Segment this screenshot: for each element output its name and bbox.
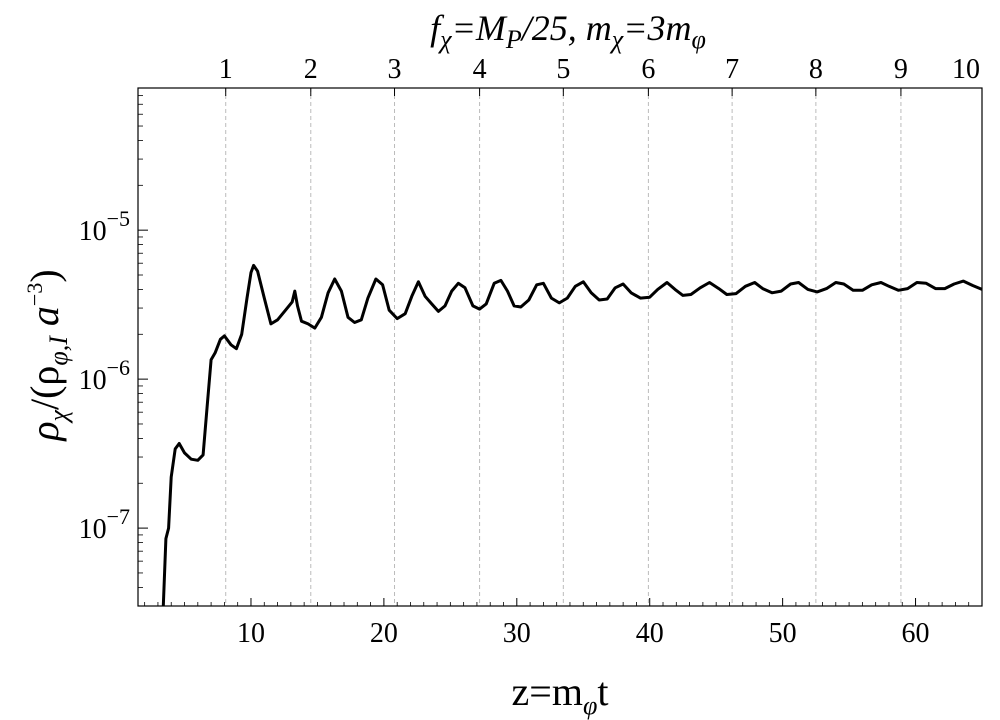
x-tick-label: 60 xyxy=(902,618,930,649)
top-tick-label: 4 xyxy=(473,54,487,85)
top-tick-label: 9 xyxy=(894,54,908,85)
top-tick-label: 3 xyxy=(388,54,402,85)
top-tick-label: 8 xyxy=(809,54,823,85)
y-tick-label: 10−7 xyxy=(79,504,130,545)
x-axis-ticks: 10 20 30 40 50 60 xyxy=(144,598,983,649)
top-axis-ticks: 1 2 3 4 5 6 7 8 9 10 xyxy=(219,54,983,96)
x-tick-label: 20 xyxy=(370,618,398,649)
x-tick-label: 10 xyxy=(237,618,265,649)
plot-frame xyxy=(137,87,983,607)
top-tick-label: 5 xyxy=(556,54,570,85)
x-tick-label: 30 xyxy=(503,618,531,649)
x-tick-label: 50 xyxy=(769,618,797,649)
top-tick-label: 6 xyxy=(641,54,655,85)
x-tick-label: 40 xyxy=(636,618,664,649)
top-axis-gridlines xyxy=(225,88,902,606)
y-axis-ticks: 10−7 10−6 10−5 xyxy=(79,87,148,607)
y-tick-label: 10−5 xyxy=(79,206,130,247)
top-tick-label: 10 xyxy=(952,54,980,85)
series-line xyxy=(161,263,983,607)
top-tick-label: 1 xyxy=(219,54,233,85)
top-tick-label: 2 xyxy=(304,54,318,85)
x-axis-label: z=mφt xyxy=(512,669,609,720)
chart-title: fχ=MP/25, mχ=3mφ xyxy=(430,8,706,54)
top-tick-label: 7 xyxy=(725,54,739,85)
y-axis-label: ρχ/(ρφ,I a−3) xyxy=(22,269,73,442)
y-tick-label: 10−6 xyxy=(79,355,130,396)
